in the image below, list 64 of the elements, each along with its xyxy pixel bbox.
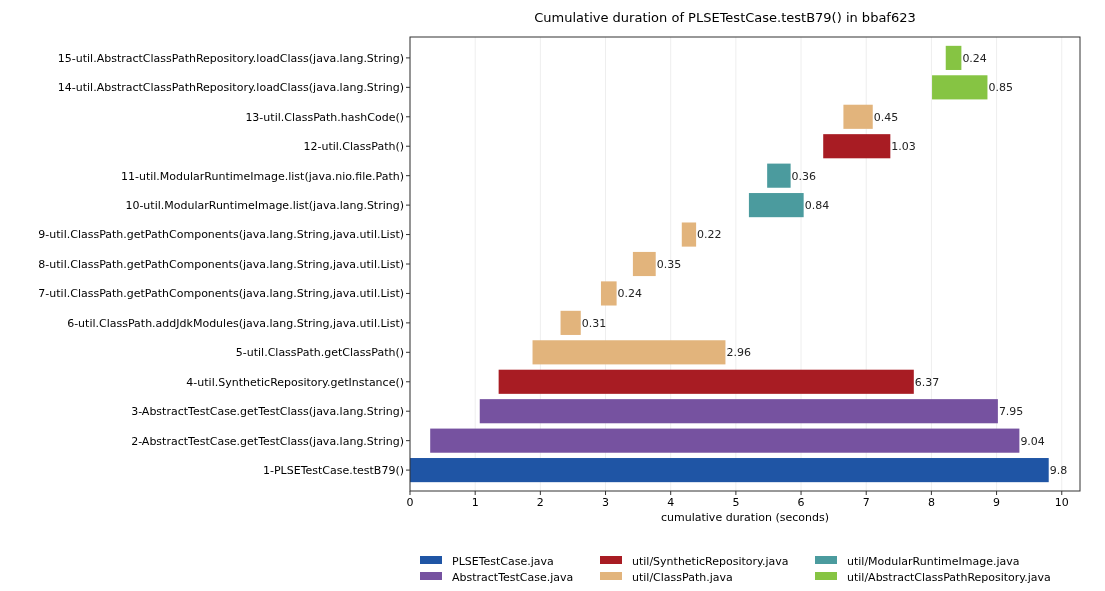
bar (945, 45, 962, 70)
x-tick-label: 4 (667, 496, 675, 509)
legend-label: AbstractTestCase.java (452, 570, 574, 584)
y-tick-label: 1-PLSETestCase.testB79() (263, 463, 404, 477)
bar (932, 75, 988, 100)
legend-label: util/AbstractClassPathRepository.java (847, 570, 1051, 584)
y-tick-label: 9-util.ClassPath.getPathComponents(java.lang.String,java.util.List) (38, 228, 404, 242)
bar (748, 193, 804, 218)
y-tick-label: 2-AbstractTestCase.getTestClass(java.lang.String) (131, 434, 404, 448)
bar (479, 399, 998, 424)
y-tick-label: 14-util.AbstractClassPathRepository.loadClass(java.lang.String) (57, 81, 404, 95)
y-tick-label: 12-util.ClassPath() (303, 140, 404, 154)
data-label: 2.96 (726, 346, 751, 360)
chart-title: Cumulative duration of PLSETestCase.testB79() in bbaf623 (534, 10, 916, 25)
bar (823, 134, 891, 159)
bar (843, 104, 873, 129)
x-tick-label: 6 (797, 496, 805, 509)
data-label: 9.8 (1049, 463, 1068, 477)
x-tick-label: 8 (927, 496, 935, 509)
x-tick-label: 0 (406, 496, 414, 509)
legend-label: PLSETestCase.java (452, 554, 554, 568)
x-axis-title: cumulative duration (seconds) (661, 511, 829, 524)
bar (410, 458, 1049, 483)
bar (532, 340, 726, 365)
data-label: 6.37 (914, 375, 940, 389)
y-tick-label: 4-util.SyntheticRepository.getInstance() (186, 375, 404, 389)
data-label: 0.36 (791, 169, 817, 183)
y-tick-label: 5-util.ClassPath.getClassPath() (235, 346, 404, 360)
y-tick-label: 15-util.AbstractClassPathRepository.loadClass(java.lang.String) (57, 51, 404, 65)
data-label: 0.45 (873, 110, 899, 124)
x-tick-label: 5 (732, 496, 740, 509)
bar (600, 281, 617, 306)
legend-label: util/SyntheticRepository.java (632, 554, 789, 568)
x-tick-label: 3 (602, 496, 610, 509)
data-label: 0.85 (988, 81, 1013, 95)
y-tick-label: 6-util.ClassPath.addJdkModules(java.lang.String,java.util.List) (67, 316, 404, 330)
x-tick-label: 9 (993, 496, 1001, 509)
bar (498, 369, 914, 394)
y-tick-label: 10-util.ModularRuntimeImage.list(java.lang.String) (125, 198, 404, 212)
data-label: 9.04 (1020, 434, 1045, 448)
data-label: 0.22 (697, 228, 722, 242)
y-tick-label: 3-AbstractTestCase.getTestClass(java.lang.String) (131, 405, 404, 419)
bar (430, 428, 1020, 453)
y-tick-label: 8-util.ClassPath.getPathComponents(java.lang.String,java.util.List) (38, 257, 404, 271)
x-tick-label: 7 (862, 496, 870, 509)
data-label: 1.03 (891, 140, 916, 154)
y-tick-label: 7-util.ClassPath.getPathComponents(java.lang.String,java.util.List) (38, 287, 404, 301)
data-label: 0.35 (656, 257, 682, 271)
data-label: 0.24 (962, 51, 987, 65)
legend-label: util/ModularRuntimeImage.java (847, 554, 1020, 568)
bar (681, 222, 697, 247)
data-label: 0.84 (804, 198, 830, 212)
x-tick-label: 1 (471, 496, 479, 509)
y-tick-label: 13-util.ClassPath.hashCode() (245, 110, 404, 124)
legend-label: util/ClassPath.java (632, 570, 733, 584)
bar (560, 310, 581, 335)
bar (767, 163, 791, 188)
x-tick-label: 2 (536, 496, 544, 509)
data-label: 0.31 (581, 316, 607, 330)
y-tick-label: 11-util.ModularRuntimeImage.list(java.nio.file.Path) (120, 169, 404, 183)
x-tick-label: 10 (1054, 496, 1069, 509)
bar (632, 251, 656, 277)
data-label: 7.95 (998, 405, 1024, 419)
data-label: 0.24 (617, 287, 643, 301)
